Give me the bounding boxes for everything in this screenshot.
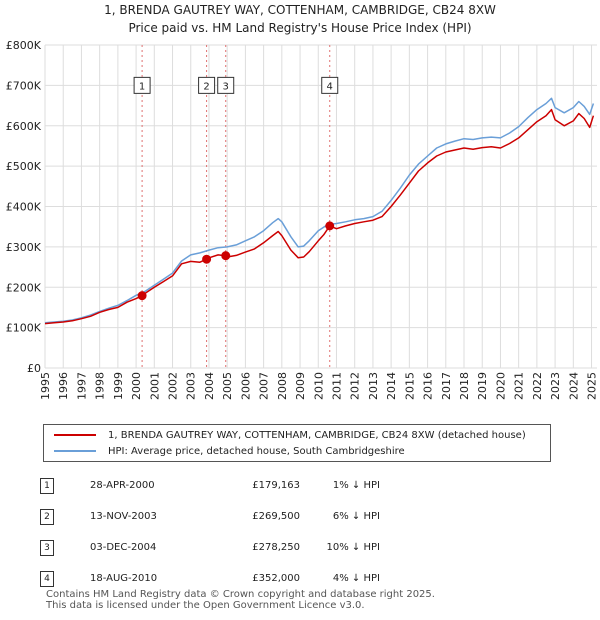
x-tick-label: 2017 bbox=[440, 372, 453, 400]
sale-point bbox=[137, 291, 147, 301]
footer-note: Contains HM Land Registry data © Crown c… bbox=[46, 589, 435, 611]
chart-subtitle: Price paid vs. HM Land Registry's House … bbox=[128, 21, 472, 35]
sale-label-box bbox=[217, 76, 235, 94]
x-tick-label: 1996 bbox=[57, 372, 70, 400]
sale-hpi-diff: 10% ↓ HPI bbox=[326, 542, 380, 553]
x-tick-label: 2000 bbox=[130, 372, 143, 400]
x-tick-label: 1995 bbox=[39, 372, 52, 400]
sale-row: 1 28-APR-2000 £179,163 1% ↓ HPI bbox=[40, 470, 380, 501]
sale-index-badge: 1 bbox=[40, 477, 54, 494]
sale-point bbox=[202, 254, 212, 264]
x-tick-label: 2020 bbox=[494, 372, 507, 400]
x-tick-label: 1999 bbox=[112, 372, 125, 400]
y-tick-label: £500K bbox=[6, 160, 42, 173]
legend-swatch-property bbox=[54, 434, 96, 436]
x-tick-label: 2021 bbox=[513, 372, 526, 400]
sale-date: 18-AUG-2010 bbox=[90, 573, 158, 584]
sale-date: 13-NOV-2003 bbox=[90, 511, 157, 522]
sale-label-box bbox=[198, 76, 216, 94]
x-tick-label: 2018 bbox=[458, 372, 471, 400]
sale-price: £278,250 bbox=[252, 542, 300, 553]
x-tick-label: 2001 bbox=[148, 372, 161, 400]
footer-copyright: Contains HM Land Registry data © Crown c… bbox=[46, 589, 435, 600]
legend-swatch-hpi bbox=[54, 450, 96, 452]
x-tick-label: 2023 bbox=[549, 372, 562, 400]
y-tick-label: £700K bbox=[6, 79, 42, 92]
sale-hpi-diff: 6% ↓ HPI bbox=[332, 511, 380, 522]
sale-label-box bbox=[133, 76, 151, 94]
x-tick-label: 2005 bbox=[221, 372, 234, 400]
sale-hpi-diff: 4% ↓ HPI bbox=[332, 573, 380, 584]
x-tick-label: 2006 bbox=[239, 372, 252, 400]
sale-label: 4 bbox=[327, 81, 333, 92]
sale-row: 2 13-NOV-2003 £269,500 6% ↓ HPI bbox=[40, 501, 380, 532]
x-tick-label: 2015 bbox=[403, 372, 416, 400]
x-tick-label: 2013 bbox=[367, 372, 380, 400]
legend-label-hpi: HPI: Average price, detached house, Sout… bbox=[108, 445, 405, 457]
x-tick-label: 2007 bbox=[258, 372, 271, 400]
sale-label: 1 bbox=[139, 81, 145, 92]
sale-price: £179,163 bbox=[252, 480, 300, 491]
y-tick-label: £400K bbox=[6, 201, 42, 214]
sale-hpi-diff: 1% ↓ HPI bbox=[332, 480, 380, 491]
sale-label: 2 bbox=[203, 81, 209, 92]
x-tick-label: 2014 bbox=[385, 372, 398, 400]
y-tick-label: £200K bbox=[6, 281, 42, 294]
x-tick-label: 2024 bbox=[567, 372, 580, 400]
legend-item-property: 1, BRENDA GAUTREY WAY, COTTENHAM, CAMBRI… bbox=[54, 428, 526, 442]
x-tick-label: 2003 bbox=[185, 372, 198, 400]
sale-index-badge: 4 bbox=[40, 570, 54, 587]
x-tick-label: 2025 bbox=[586, 372, 599, 400]
sale-price: £352,000 bbox=[252, 573, 300, 584]
x-tick-label: 2010 bbox=[312, 372, 325, 400]
sale-label-box bbox=[321, 76, 339, 94]
legend-item-hpi: HPI: Average price, detached house, Sout… bbox=[54, 444, 405, 458]
sale-price: £269,500 bbox=[252, 511, 300, 522]
sale-index-badge: 3 bbox=[40, 539, 54, 556]
sale-row: 4 18-AUG-2010 £352,000 4% ↓ HPI bbox=[40, 563, 380, 594]
x-tick-label: 2002 bbox=[167, 372, 180, 400]
price-chart: £0 £100K £200K £300K £400K £500K £600K £700K £80… bbox=[6, 39, 599, 400]
sale-date: 28-APR-2000 bbox=[90, 480, 155, 491]
x-tick-label: 2022 bbox=[531, 372, 544, 400]
x-tick-label: 1998 bbox=[94, 372, 107, 400]
sale-label: 3 bbox=[223, 81, 229, 92]
footer-licence: This data is licensed under the Open Gov… bbox=[46, 600, 365, 611]
chart-legend: 1, BRENDA GAUTREY WAY, COTTENHAM, CAMBRI… bbox=[43, 424, 551, 462]
x-tick-label: 2008 bbox=[276, 372, 289, 400]
sale-point bbox=[325, 221, 335, 231]
chart-title: 1, BRENDA GAUTREY WAY, COTTENHAM, CAMBRI… bbox=[104, 3, 496, 17]
y-tick-label: £600K bbox=[6, 120, 42, 133]
sales-table: 1 28-APR-2000 £179,163 1% ↓ HPI 2 13-NOV… bbox=[40, 470, 380, 594]
sale-point bbox=[221, 251, 231, 261]
x-tick-label: 2019 bbox=[476, 372, 489, 400]
y-tick-label: £800K bbox=[6, 39, 42, 52]
x-tick-label: 2004 bbox=[203, 372, 216, 400]
legend-label-property: 1, BRENDA GAUTREY WAY, COTTENHAM, CAMBRI… bbox=[108, 429, 526, 441]
x-tick-label: 2012 bbox=[349, 372, 362, 400]
x-tick-label: 2016 bbox=[422, 372, 435, 400]
y-tick-label: £300K bbox=[6, 241, 42, 254]
x-tick-label: 2011 bbox=[330, 372, 343, 400]
y-tick-label: £0 bbox=[27, 362, 41, 375]
x-tick-label: 1997 bbox=[75, 372, 88, 400]
x-tick-label: 2009 bbox=[294, 372, 307, 400]
y-tick-label: £100K bbox=[6, 322, 42, 335]
sale-index-badge: 2 bbox=[40, 508, 54, 525]
sale-date: 03-DEC-2004 bbox=[90, 542, 157, 553]
sale-row: 3 03-DEC-2004 £278,250 10% ↓ HPI bbox=[40, 532, 380, 563]
